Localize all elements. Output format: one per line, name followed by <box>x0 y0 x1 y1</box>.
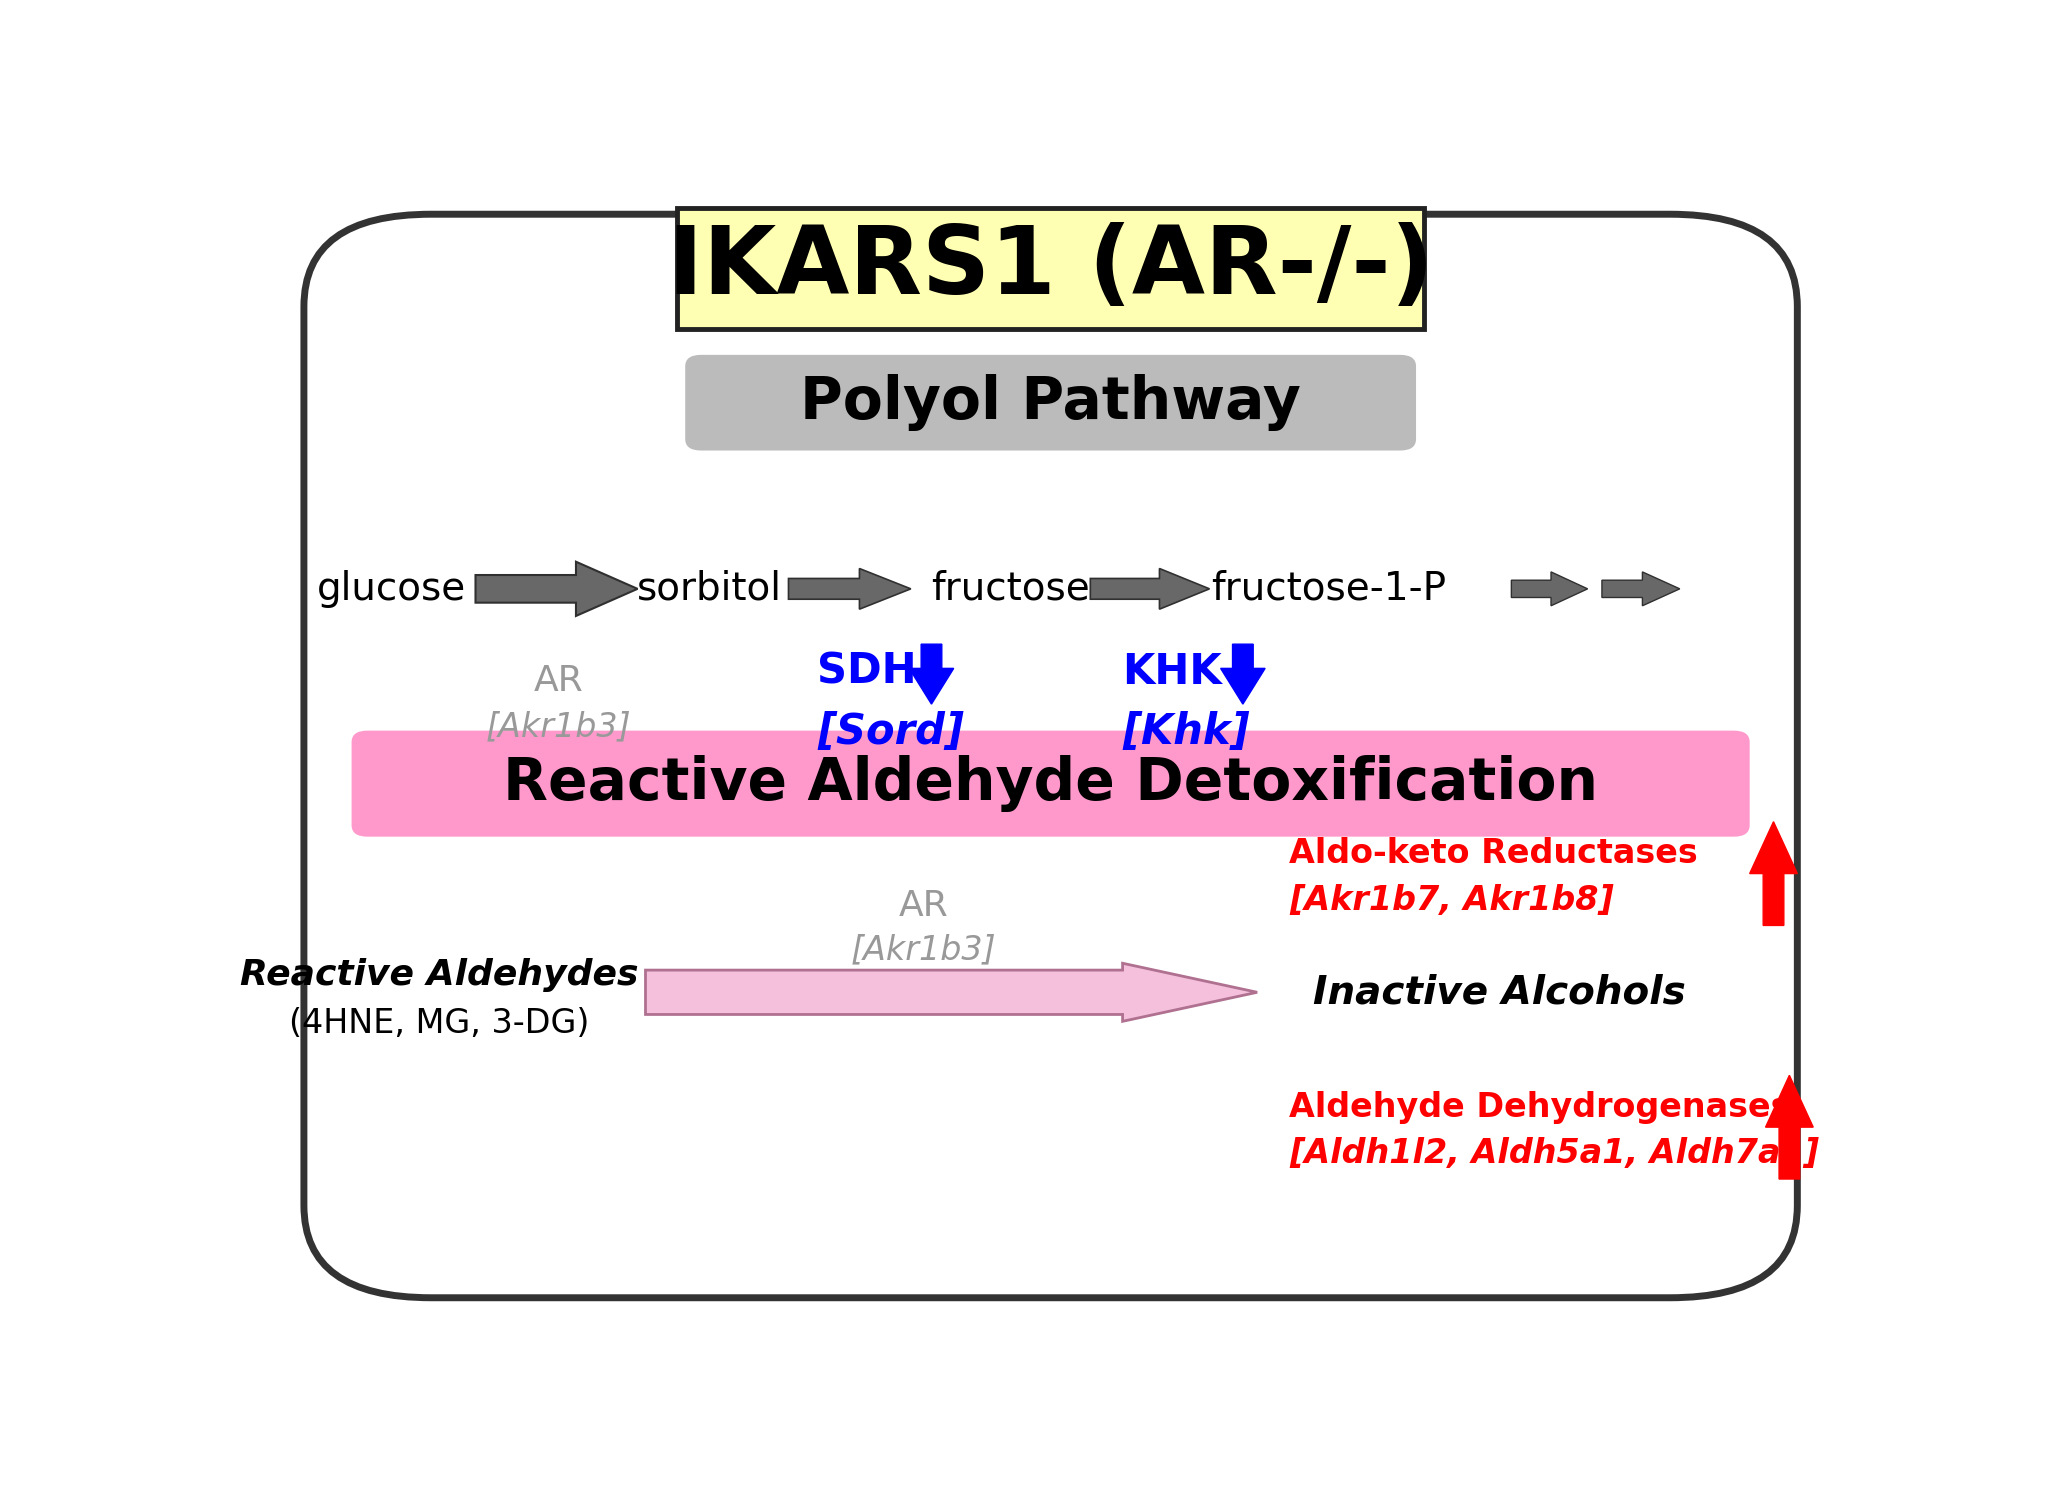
Polygon shape <box>910 644 953 704</box>
Text: Aldehyde Dehydrogenases: Aldehyde Dehydrogenases <box>1289 1091 1790 1124</box>
Text: [Akr1b3]: [Akr1b3] <box>486 711 631 744</box>
FancyBboxPatch shape <box>303 214 1798 1298</box>
Text: [Akr1b7, Akr1b8]: [Akr1b7, Akr1b8] <box>1289 883 1613 916</box>
Text: sorbitol: sorbitol <box>638 570 781 608</box>
Text: fructose: fructose <box>931 570 1091 608</box>
Text: KHK: KHK <box>1121 651 1222 693</box>
FancyBboxPatch shape <box>685 355 1417 451</box>
Polygon shape <box>1765 1075 1812 1180</box>
Text: AR: AR <box>898 889 949 922</box>
Polygon shape <box>1091 569 1210 609</box>
Polygon shape <box>1511 572 1587 606</box>
Polygon shape <box>1749 822 1798 925</box>
Text: [Aldh1l2, Aldh5a1, Aldh7a1]: [Aldh1l2, Aldh5a1, Aldh7a1] <box>1289 1138 1818 1171</box>
Text: SDH: SDH <box>818 651 916 693</box>
Polygon shape <box>646 963 1257 1021</box>
Polygon shape <box>1601 572 1679 606</box>
Polygon shape <box>476 561 638 615</box>
FancyBboxPatch shape <box>353 731 1751 837</box>
Text: IKARS1 (AR-/-): IKARS1 (AR-/-) <box>668 223 1433 314</box>
Text: [Khk]: [Khk] <box>1121 711 1250 753</box>
Text: Inactive Alcohols: Inactive Alcohols <box>1312 973 1685 1012</box>
FancyBboxPatch shape <box>676 208 1425 329</box>
Text: Aldo-keto Reductases: Aldo-keto Reductases <box>1289 837 1697 870</box>
Text: fructose-1-P: fructose-1-P <box>1212 570 1445 608</box>
Polygon shape <box>789 569 910 609</box>
Text: Reactive Aldehyde Detoxification: Reactive Aldehyde Detoxification <box>502 754 1599 813</box>
Text: Polyol Pathway: Polyol Pathway <box>800 374 1302 431</box>
Text: [Akr1b3]: [Akr1b3] <box>851 933 996 966</box>
Text: [Sord]: [Sord] <box>818 711 964 753</box>
Text: (4HNE, MG, 3-DG): (4HNE, MG, 3-DG) <box>289 1007 588 1040</box>
Text: glucose: glucose <box>316 570 465 608</box>
Text: Reactive Aldehydes: Reactive Aldehydes <box>240 958 638 993</box>
Polygon shape <box>1220 644 1265 704</box>
Text: AR: AR <box>533 665 582 698</box>
